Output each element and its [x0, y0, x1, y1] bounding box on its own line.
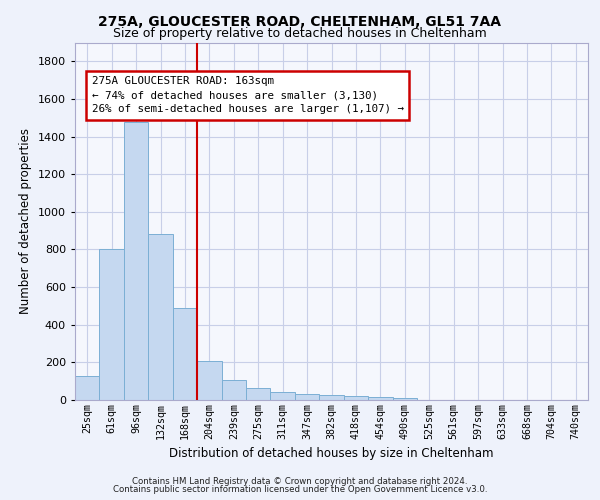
Bar: [75, 376, 100, 400]
Text: Contains public sector information licensed under the Open Government Licence v3: Contains public sector information licen…: [113, 485, 487, 494]
Text: 275A GLOUCESTER ROAD: 163sqm
← 74% of detached houses are smaller (3,130)
26% of: 275A GLOUCESTER ROAD: 163sqm ← 74% of de…: [92, 76, 404, 114]
Bar: [221, 380, 246, 400]
Bar: [271, 392, 295, 400]
Bar: [319, 396, 344, 400]
Bar: [344, 396, 368, 400]
Bar: [148, 234, 173, 400]
Bar: [392, 398, 417, 400]
Text: Contains HM Land Registry data © Crown copyright and database right 2024.: Contains HM Land Registry data © Crown c…: [132, 477, 468, 486]
Text: Size of property relative to detached houses in Cheltenham: Size of property relative to detached ho…: [113, 28, 487, 40]
Bar: [173, 308, 197, 400]
Bar: [246, 388, 271, 400]
Y-axis label: Number of detached properties: Number of detached properties: [19, 128, 32, 314]
Bar: [100, 250, 124, 400]
Bar: [295, 394, 319, 400]
Bar: [368, 397, 392, 400]
Text: 275A, GLOUCESTER ROAD, CHELTENHAM, GL51 7AA: 275A, GLOUCESTER ROAD, CHELTENHAM, GL51 …: [98, 15, 502, 29]
Bar: [197, 362, 221, 400]
Bar: [124, 122, 148, 400]
X-axis label: Distribution of detached houses by size in Cheltenham: Distribution of detached houses by size …: [169, 447, 494, 460]
